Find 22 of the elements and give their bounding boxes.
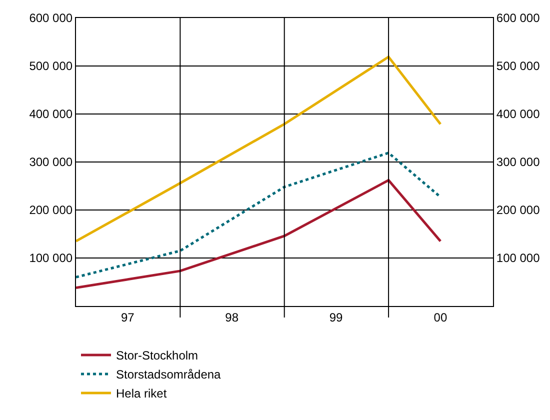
x-tick-label: 98: [225, 310, 239, 324]
line-series: [76, 178, 442, 290]
y-tick-label: 100 000: [29, 251, 73, 266]
line-series: [76, 56, 442, 242]
y-tick-label: 200 000: [29, 203, 73, 218]
y2-tick-label: 200 000: [496, 203, 540, 218]
y2-tick-label: 600 000: [496, 11, 540, 26]
x-tick-label: 97: [120, 310, 135, 324]
legend-label: Storstadsområdena: [116, 368, 222, 382]
y2-tick-label: 300 000: [496, 155, 540, 170]
y-tick-label: 500 000: [29, 59, 73, 74]
y2-tick-label: 500 000: [496, 59, 540, 74]
x-tick-label: 99: [329, 310, 344, 324]
x-tick-label: 00: [434, 310, 448, 324]
legend-label: Hela riket: [116, 386, 168, 401]
y-tick-label: 300 000: [29, 155, 73, 170]
line-series: [76, 152, 442, 278]
y2-tick-label: 100 000: [496, 251, 540, 266]
y-tick-label: 600 000: [29, 11, 73, 26]
y-tick-label: 400 000: [29, 107, 73, 122]
legend-label: Stor-Stockholm: [116, 348, 198, 363]
y2-tick-label: 400 000: [496, 107, 540, 122]
